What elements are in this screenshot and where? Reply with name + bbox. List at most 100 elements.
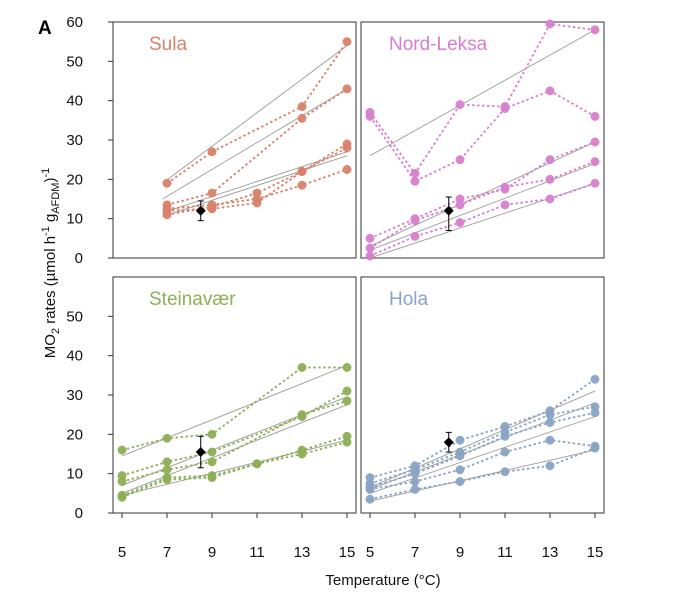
series-line: [369, 23, 596, 175]
data-point: [410, 176, 420, 186]
regression-line: [369, 29, 596, 157]
y-tick-label: 50: [66, 53, 83, 70]
y-tick-label: 40: [66, 348, 83, 365]
regression-line: [369, 182, 596, 259]
series-line: [369, 182, 596, 257]
data-point: [207, 473, 217, 483]
data-point: [410, 469, 420, 479]
regression-line: [369, 416, 596, 494]
data-point: [207, 188, 217, 198]
series-line: [369, 439, 596, 491]
panel-title: Nord-Leksa: [389, 34, 488, 55]
y-tick-label: 30: [66, 387, 83, 404]
mean-marker: [195, 205, 206, 216]
y-tick-label: 50: [66, 308, 83, 325]
series-line: [121, 366, 347, 451]
data-point: [590, 443, 600, 453]
x-tick-label: 13: [294, 544, 311, 561]
data-point: [342, 165, 352, 174]
series-line: [121, 435, 348, 497]
series-line: [369, 405, 596, 485]
x-tick-label: 7: [163, 544, 171, 561]
data-point: [500, 200, 510, 210]
y-tick-label: 10: [66, 211, 83, 228]
regression-line: [369, 390, 596, 488]
data-point: [162, 178, 172, 188]
data-point: [342, 386, 352, 396]
x-tick-label: 13: [542, 544, 559, 561]
data-point: [545, 435, 555, 445]
data-point: [297, 363, 307, 372]
data-point: [342, 437, 352, 447]
data-point: [590, 408, 600, 418]
panel-nord-leksa: Nord-Leksa: [360, 19, 605, 261]
series-line: [166, 41, 348, 185]
data-point: [297, 102, 307, 112]
data-point: [455, 200, 465, 210]
x-tick-label: 11: [497, 544, 513, 561]
x-tick-label: 5: [366, 544, 374, 561]
data-point: [162, 457, 172, 467]
data-point: [252, 459, 262, 469]
data-point: [342, 363, 352, 372]
series-line: [121, 390, 348, 477]
data-point: [545, 418, 555, 427]
mean-marker: [195, 447, 206, 458]
data-point: [410, 168, 420, 178]
data-point: [410, 484, 420, 494]
data-point: [365, 233, 375, 243]
y-tick-label: 60: [66, 14, 83, 31]
panel-title: Sula: [149, 34, 187, 55]
series-line: [121, 441, 348, 499]
data-point: [455, 451, 465, 461]
series-line: [166, 147, 348, 216]
data-point: [252, 194, 262, 204]
data-point: [365, 251, 375, 261]
data-point: [545, 410, 555, 420]
data-point: [297, 167, 307, 176]
data-point: [207, 200, 217, 210]
series-line: [369, 447, 596, 501]
data-point: [297, 449, 307, 459]
x-tick-label: 9: [208, 544, 216, 561]
regression-line: [121, 439, 348, 496]
panel-frame: [360, 21, 605, 259]
regression-line: [162, 45, 348, 184]
mean-marker: [443, 205, 454, 216]
data-point: [342, 143, 352, 153]
data-point: [365, 243, 375, 253]
data-point: [455, 435, 465, 445]
data-point: [545, 155, 555, 165]
data-point: [342, 396, 352, 406]
data-point: [117, 445, 127, 455]
data-point: [162, 475, 172, 485]
x-axis-title: Temperature (°C): [325, 572, 440, 589]
y-tick-label: 20: [66, 426, 83, 443]
data-point: [545, 174, 555, 184]
data-point: [500, 467, 510, 477]
data-point: [297, 113, 307, 123]
data-point: [500, 431, 510, 441]
data-point: [162, 465, 172, 475]
data-point: [545, 461, 555, 471]
data-point: [297, 180, 307, 190]
figure-letter: A: [38, 18, 52, 39]
regression-line: [121, 365, 348, 457]
data-point: [500, 104, 510, 113]
data-point: [117, 492, 127, 502]
x-tick-label: 15: [587, 544, 604, 561]
data-point: [500, 182, 510, 192]
chart-panels: 0 10 20 30 40 50 60 Sula Nord-Leksa 0 10 20 30 40 50 5 7…: [66, 14, 605, 561]
data-point: [410, 216, 420, 226]
panel-frame: [112, 276, 357, 514]
data-point: [297, 410, 307, 420]
x-tick-label: 7: [411, 544, 419, 561]
data-point: [545, 194, 555, 204]
data-point: [207, 457, 217, 467]
mean-marker: [443, 437, 454, 448]
data-point: [455, 218, 465, 228]
data-point: [590, 374, 600, 384]
panel-title: Steinavær: [149, 289, 236, 310]
data-point: [365, 484, 375, 494]
y-axis-title: MO2 rates (µmol h-1 gAFDM)-1: [40, 168, 62, 359]
